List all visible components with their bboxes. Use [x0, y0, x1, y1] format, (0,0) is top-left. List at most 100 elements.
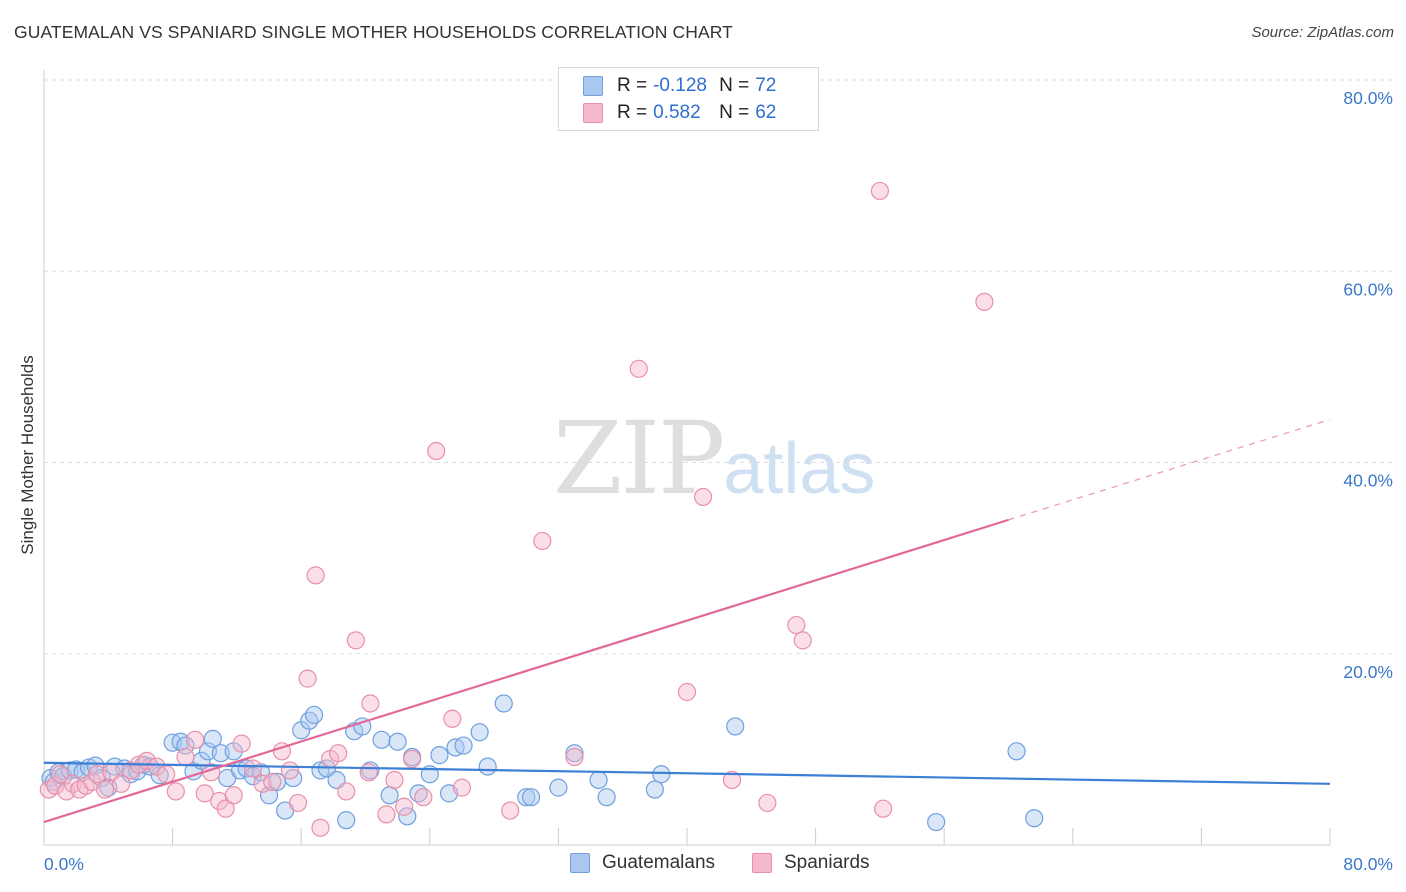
point-guatemalan: [398, 807, 417, 826]
watermark-zip: ZIP: [553, 400, 725, 517]
point-spaniard: [870, 181, 890, 201]
point-guatemalan: [565, 744, 584, 763]
legend-swatch-spaniards: [752, 853, 772, 873]
point-guatemalan: [470, 723, 489, 742]
legend-n-label: N =: [719, 75, 750, 96]
legend-r-label: R =: [617, 75, 648, 96]
point-guatemalan: [454, 736, 473, 755]
point-guatemalan: [337, 811, 356, 830]
point-spaniard: [629, 359, 648, 378]
point-spaniard: [112, 774, 131, 793]
y-tick-label: 40.0%: [1343, 471, 1393, 491]
point-spaniard: [874, 799, 893, 818]
point-guatemalan: [726, 717, 745, 736]
stats-legend: R = -0.128 N = 72 R = 0.582 N = 62: [558, 67, 819, 131]
point-spaniard: [452, 778, 472, 797]
point-spaniard: [975, 292, 994, 311]
point-spaniard: [95, 780, 115, 799]
point-guatemalan: [521, 788, 541, 807]
point-guatemalan: [388, 732, 407, 751]
point-guatemalan: [380, 786, 399, 805]
point-guatemalan: [372, 730, 391, 749]
point-guatemalan: [430, 746, 449, 765]
point-spaniard: [216, 799, 235, 818]
point-guatemalan: [494, 694, 513, 713]
point-spaniard: [427, 441, 446, 461]
legend-r-value: 0.582: [653, 102, 701, 123]
point-guatemalan: [645, 780, 664, 799]
point-spaniard: [87, 765, 107, 784]
point-guatemalan: [652, 765, 671, 784]
trendline-spaniards: [43, 518, 1009, 824]
point-spaniard: [176, 747, 195, 767]
point-spaniard: [311, 818, 330, 837]
point-spaniard: [377, 805, 396, 824]
x-tick-label: 0.0%: [44, 854, 84, 874]
watermark: ZIPatlas: [553, 400, 875, 517]
series-legend: Guatemalans Spaniards: [0, 852, 1406, 878]
grid-layer: [44, 79, 1393, 655]
point-spaniard: [288, 793, 308, 813]
point-spaniard: [787, 615, 806, 635]
point-spaniard: [346, 631, 365, 650]
point-guatemalan: [927, 812, 946, 832]
legend-r-label: R =: [617, 102, 648, 123]
legend-n-value: 72: [755, 75, 777, 96]
point-spaniard: [693, 487, 713, 507]
y-tick-label: 80.0%: [1343, 88, 1393, 108]
point-spaniard: [501, 801, 520, 820]
point-spaniard: [50, 765, 70, 784]
point-spaniard: [793, 631, 812, 650]
legend-swatch-spaniards: [583, 103, 603, 123]
point-spaniard: [46, 776, 65, 795]
point-spaniard: [385, 770, 404, 790]
point-spaniard: [677, 682, 697, 702]
source-label: Source: ZipAtlas.com: [1251, 24, 1394, 41]
point-spaniard: [337, 782, 356, 801]
axes-layer: [43, 70, 1331, 846]
legend-label-guatemalans: Guatemalans: [602, 852, 716, 873]
legend-row-guatemalans: R = -0.128 N = 72: [583, 73, 776, 99]
point-spaniard: [403, 749, 422, 769]
point-guatemalan: [259, 786, 279, 805]
trend-layer: [43, 418, 1331, 824]
point-spaniard: [186, 730, 205, 749]
point-spaniard: [243, 759, 263, 778]
legend-label-spaniards: Spaniards: [784, 852, 870, 873]
point-guatemalan: [589, 770, 608, 790]
y-tick-label: 60.0%: [1343, 279, 1393, 299]
point-spaniard: [232, 734, 251, 753]
point-spaniard: [195, 784, 214, 803]
point-guatemalan: [478, 757, 497, 776]
point-spaniard: [533, 531, 552, 551]
point-spaniard: [298, 669, 317, 688]
watermark-atlas: atlas: [723, 429, 876, 509]
y-tick-label: 20.0%: [1343, 662, 1393, 682]
trendline-guatemalans: [43, 761, 1331, 785]
legend-row-spaniards: R = 0.582 N = 62: [583, 100, 776, 126]
point-guatemalan: [203, 729, 222, 748]
point-guatemalan: [300, 711, 319, 730]
point-spaniard: [157, 765, 176, 784]
point-spaniard: [758, 793, 777, 813]
legend-r-value: -0.128: [653, 75, 707, 96]
tick-label-layer: 20.0% 40.0% 60.0% 80.0% 0.0% 80.0%: [44, 88, 1393, 874]
x-tick-label: 80.0%: [1343, 854, 1393, 874]
point-guatemalan: [353, 717, 372, 736]
point-spaniard: [166, 782, 185, 801]
legend-n-value: 62: [755, 102, 777, 123]
point-spaniard: [394, 797, 414, 816]
point-guatemalan: [549, 778, 568, 797]
point-spaniard: [565, 747, 584, 767]
point-guatemalan: [1007, 742, 1026, 761]
point-spaniard: [361, 694, 380, 713]
points-layer: [39, 181, 1044, 837]
point-spaniard: [359, 763, 378, 782]
legend-item-guatemalans[interactable]: Guatemalans: [570, 852, 715, 874]
legend-item-spaniards[interactable]: Spaniards: [752, 852, 870, 874]
point-spaniard: [306, 566, 325, 585]
point-guatemalan: [1025, 809, 1044, 828]
point-spaniard: [263, 772, 282, 791]
point-spaniard: [722, 770, 742, 790]
